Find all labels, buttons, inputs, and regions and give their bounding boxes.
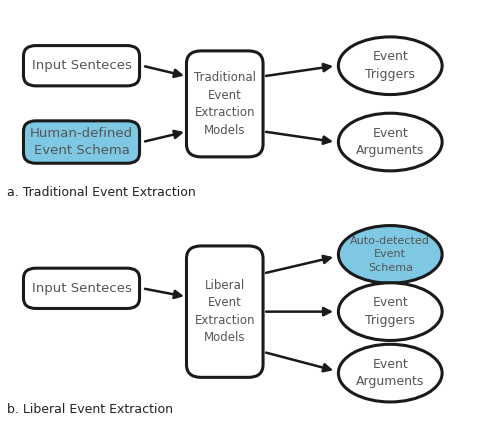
Text: a. Traditional Event Extraction: a. Traditional Event Extraction bbox=[7, 187, 196, 199]
Text: Event
Arguments: Event Arguments bbox=[356, 127, 424, 157]
Ellipse shape bbox=[338, 344, 442, 402]
Text: Human-defined
Event Schema: Human-defined Event Schema bbox=[30, 127, 133, 157]
Text: Liberal
Event
Extraction
Models: Liberal Event Extraction Models bbox=[195, 279, 255, 344]
FancyBboxPatch shape bbox=[24, 46, 139, 86]
FancyBboxPatch shape bbox=[24, 268, 139, 309]
Ellipse shape bbox=[338, 283, 442, 340]
Text: Event
Triggers: Event Triggers bbox=[366, 296, 415, 327]
Text: Traditional
Event
Extraction
Models: Traditional Event Extraction Models bbox=[194, 71, 256, 137]
Text: b. Liberal Event Extraction: b. Liberal Event Extraction bbox=[7, 403, 173, 416]
Ellipse shape bbox=[338, 226, 442, 283]
Ellipse shape bbox=[338, 113, 442, 171]
Text: Input Senteces: Input Senteces bbox=[32, 282, 131, 295]
FancyBboxPatch shape bbox=[186, 51, 263, 157]
Text: Input Senteces: Input Senteces bbox=[32, 59, 131, 72]
FancyBboxPatch shape bbox=[24, 121, 139, 163]
Text: Event
Arguments: Event Arguments bbox=[356, 358, 424, 388]
Text: Auto-detected
Event
Schema: Auto-detected Event Schema bbox=[350, 236, 430, 273]
Ellipse shape bbox=[338, 37, 442, 95]
Text: Event
Triggers: Event Triggers bbox=[366, 50, 415, 81]
FancyBboxPatch shape bbox=[186, 246, 263, 377]
